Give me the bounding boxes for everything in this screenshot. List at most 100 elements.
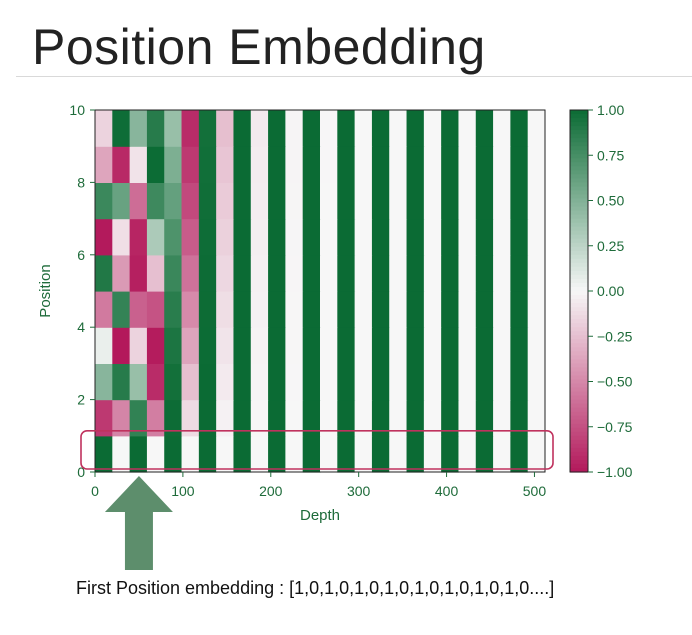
heatmap-cell	[337, 110, 356, 147]
heatmap-cells	[95, 110, 546, 473]
colorbar-segment	[570, 258, 588, 264]
heatmap-cell	[268, 435, 286, 473]
colorbar-segment	[570, 122, 588, 127]
heatmap-cell	[198, 291, 217, 328]
heatmap-cell	[129, 218, 148, 256]
heatmap-cell	[302, 435, 321, 473]
heatmap-cell	[302, 146, 321, 183]
heatmap-cell	[510, 182, 529, 220]
colorbar-segment	[570, 411, 588, 417]
colorbar-segment	[570, 206, 588, 212]
heatmap-cell	[337, 182, 356, 220]
colorbar-segment	[570, 379, 588, 385]
heatmap-cell	[354, 146, 373, 183]
colorbar-tick-label: 0.50	[597, 193, 624, 209]
x-tick-label: 400	[435, 483, 459, 499]
heatmap-cell	[95, 291, 113, 328]
colorbar-segment	[570, 150, 588, 155]
heatmap-cell	[320, 146, 338, 183]
colorbar-segment	[570, 319, 588, 324]
heatmap-cell	[510, 110, 529, 147]
colorbar-segment	[570, 383, 588, 389]
heatmap-cell	[164, 327, 183, 364]
heatmap-cell	[129, 110, 148, 147]
colorbar-segment	[570, 266, 588, 272]
colorbar-segment	[570, 371, 588, 377]
heatmap-cell	[216, 327, 235, 364]
heatmap-cell	[285, 254, 304, 292]
colorbar-segment	[570, 222, 588, 228]
heatmap-cell	[112, 146, 131, 183]
heatmap-cell	[164, 110, 183, 147]
heatmap-cell	[423, 435, 442, 473]
heatmap-cell	[250, 218, 269, 256]
colorbar-segment	[570, 463, 588, 469]
heatmap-cell	[285, 399, 304, 437]
heatmap-cell	[475, 327, 494, 364]
colorbar-segment	[570, 291, 588, 296]
colorbar-segment	[570, 327, 588, 332]
heatmap-cell	[320, 218, 338, 256]
heatmap-cell	[423, 218, 442, 256]
heatmap-cell	[129, 363, 148, 401]
heatmap-cell	[250, 254, 269, 292]
heatmap-cell	[302, 218, 321, 256]
heatmap-cell	[95, 110, 113, 147]
colorbar-segment	[570, 190, 588, 196]
heatmap-cell	[146, 182, 165, 220]
colorbar-segment	[570, 311, 588, 316]
heatmap-cell	[198, 363, 217, 401]
heatmap-cell	[527, 327, 546, 364]
heatmap-cell	[406, 110, 425, 147]
heatmap-cell	[112, 291, 131, 328]
colorbar-segment	[570, 315, 588, 320]
heatmap-cell	[406, 291, 425, 328]
colorbar-segment	[570, 363, 588, 369]
heatmap-cell	[493, 291, 511, 328]
heatmap-cell	[354, 218, 373, 256]
x-tick-label: 500	[523, 483, 547, 499]
colorbar-segment	[570, 443, 588, 449]
heatmap-cell	[302, 363, 321, 401]
colorbar-segment	[570, 299, 588, 304]
y-axis-label: Position	[37, 264, 54, 317]
heatmap-cell	[250, 435, 269, 473]
heatmap-cell	[146, 110, 165, 147]
heatmap-cell	[389, 327, 408, 364]
heatmap-cell	[458, 146, 477, 183]
colorbar-segment	[570, 154, 588, 159]
colorbar-segment	[570, 198, 588, 204]
colorbar-segment	[570, 375, 588, 381]
heatmap-cell	[233, 399, 252, 437]
heatmap-cell	[371, 254, 390, 292]
heatmap-cell	[250, 146, 269, 183]
colorbar-segment	[570, 439, 588, 445]
heatmap-cell	[475, 399, 494, 437]
colorbar-segment	[570, 246, 588, 252]
heatmap-cell	[233, 254, 252, 292]
heatmap-cell	[198, 146, 217, 183]
colorbar-segment	[570, 395, 588, 401]
heatmap-cell	[112, 363, 131, 401]
colorbar-segment	[570, 391, 588, 397]
heatmap-cell	[233, 435, 252, 473]
heatmap-cell	[441, 254, 460, 292]
heatmap-cell	[320, 291, 338, 328]
heatmap-cell	[164, 254, 183, 292]
heatmap-cell	[389, 182, 408, 220]
heatmap-cell	[198, 435, 217, 473]
heatmap-cell	[198, 182, 217, 220]
first-row-highlight-box	[80, 429, 554, 470]
heatmap-cell	[423, 291, 442, 328]
heatmap-cell	[475, 254, 494, 292]
heatmap-cell	[527, 435, 546, 473]
x-tick-label: 300	[347, 483, 371, 499]
colorbar-segment	[570, 110, 588, 115]
up-arrow-icon	[104, 476, 173, 570]
colorbar-segment	[570, 343, 588, 348]
heatmap-cell	[164, 218, 183, 256]
heatmap-cell	[510, 435, 529, 473]
colorbar: 1.00 0.75 0.50 0.25 0.00 −0.25 −0.50 −0.75 −1.00	[569, 102, 633, 480]
heatmap-cell	[216, 218, 235, 256]
